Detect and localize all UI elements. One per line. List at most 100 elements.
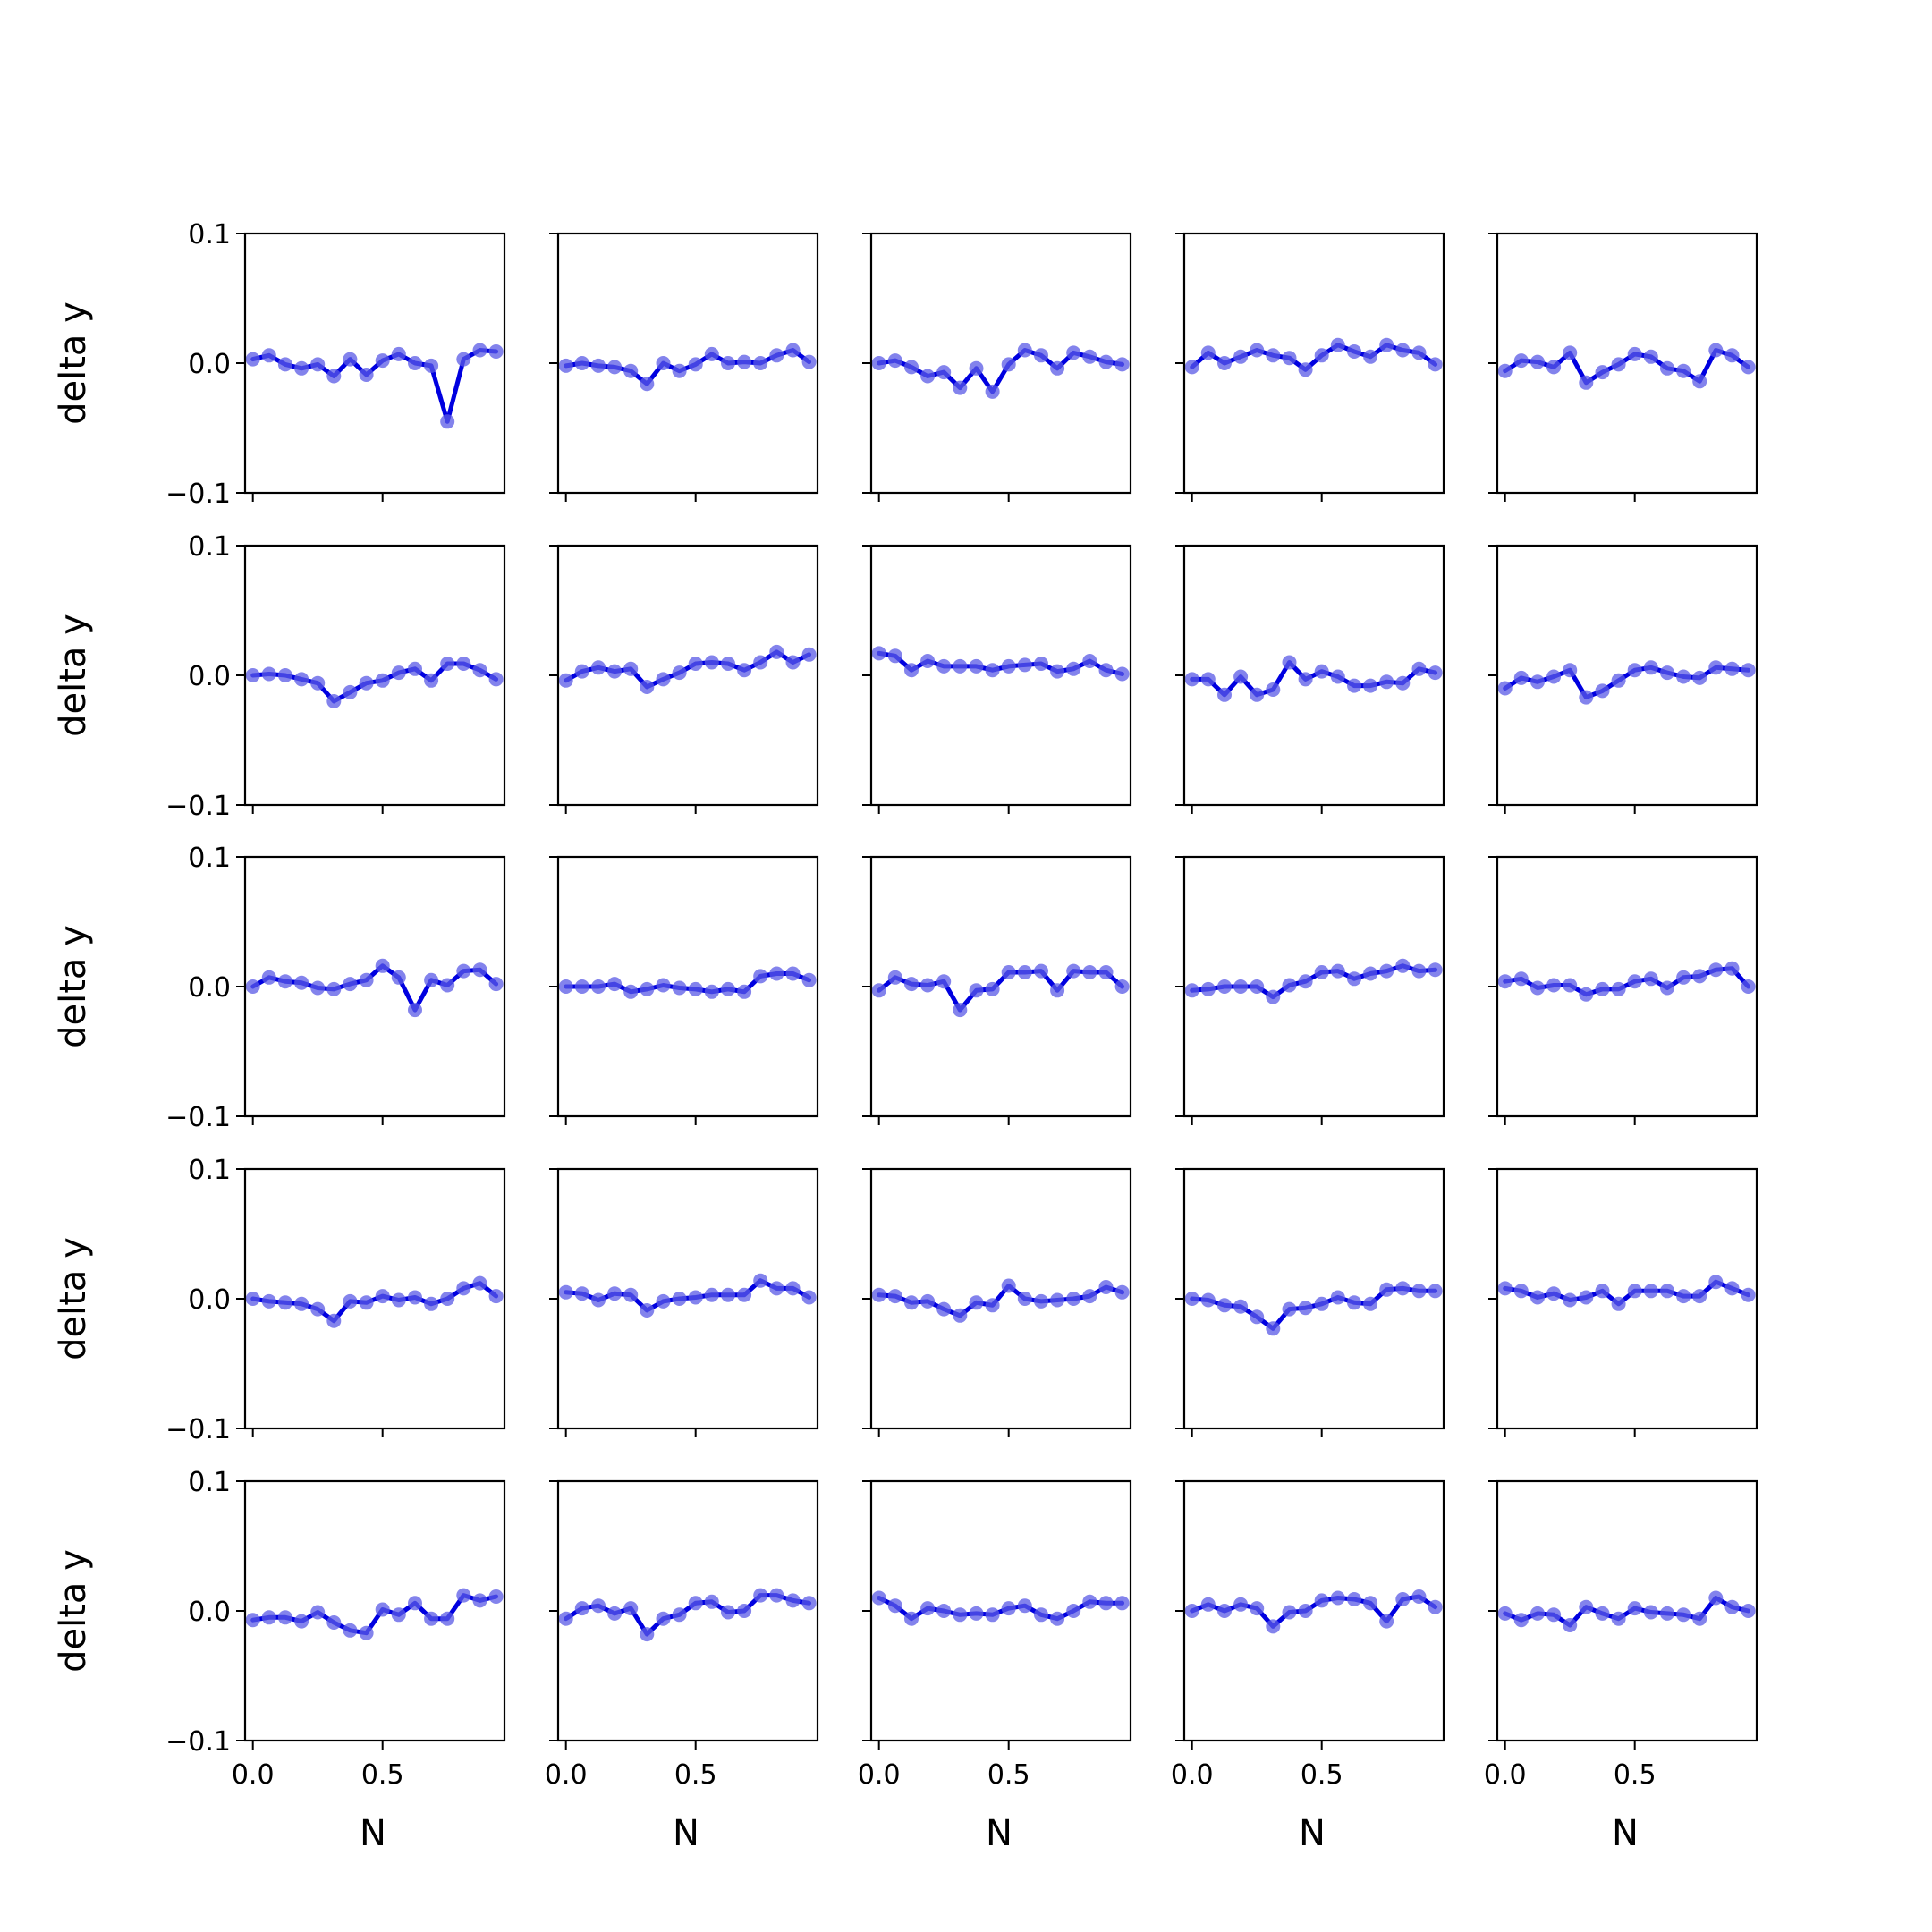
data-point <box>953 1308 968 1323</box>
data-point <box>1379 963 1394 979</box>
subplot-r5-c4: 0.0 0.5 N <box>1171 1479 1445 1854</box>
data-point <box>1611 673 1626 688</box>
data-point <box>1017 1598 1032 1614</box>
data-point <box>1724 1599 1740 1614</box>
data-point <box>672 980 687 996</box>
data-point <box>769 1281 784 1296</box>
data-point <box>688 357 703 372</box>
subplot-r2-c5 <box>1488 544 1758 814</box>
data-point <box>1233 1299 1249 1314</box>
data-point <box>688 1596 703 1611</box>
data-point <box>1395 1592 1411 1606</box>
y-axis-label: delta y <box>53 925 94 1048</box>
data-point <box>1595 683 1610 699</box>
y-tick-label: 0.0 <box>188 1284 231 1316</box>
data-point <box>558 358 573 373</box>
x-tick-label: 0.0 <box>232 1759 275 1791</box>
y-tick-label: 0.0 <box>188 349 231 380</box>
data-point <box>623 363 639 378</box>
data-point <box>1314 965 1329 979</box>
data-point <box>1330 669 1345 684</box>
data-point <box>1395 958 1411 973</box>
data-point <box>985 1298 1000 1313</box>
data-point <box>704 655 719 670</box>
data-point <box>424 1296 439 1311</box>
data-point <box>704 1594 719 1609</box>
data-point <box>1411 1284 1427 1299</box>
data-point <box>801 647 817 662</box>
series-line <box>250 1281 499 1324</box>
data-point <box>1363 966 1378 981</box>
data-point <box>326 694 342 708</box>
data-point <box>1428 962 1443 978</box>
data-point <box>391 665 406 681</box>
data-point <box>375 1289 390 1304</box>
data-point <box>1001 1601 1016 1616</box>
series-line <box>1503 966 1751 997</box>
data-point <box>721 356 735 370</box>
data-point <box>1692 969 1707 984</box>
data-point <box>985 663 1000 678</box>
data-point <box>1579 987 1594 1002</box>
data-point <box>310 980 326 996</box>
data-point <box>1298 1301 1313 1316</box>
data-point <box>920 1601 936 1616</box>
data-point <box>375 673 390 688</box>
data-point <box>1184 360 1199 375</box>
data-point <box>1098 1596 1114 1611</box>
data-point <box>887 353 902 369</box>
y-tick-label: −0.1 <box>165 1414 231 1445</box>
data-point <box>1200 672 1216 687</box>
data-point <box>472 962 487 978</box>
data-point <box>424 358 439 373</box>
data-point <box>574 664 589 679</box>
y-tick-label: −0.1 <box>165 479 231 510</box>
data-point <box>1330 963 1345 979</box>
x-tick-label: 0.0 <box>1484 1759 1527 1791</box>
data-point <box>769 966 784 981</box>
series-line <box>877 1284 1125 1318</box>
data-point <box>904 663 919 678</box>
data-point <box>245 1292 260 1306</box>
data-point <box>1660 665 1674 681</box>
data-point <box>1017 343 1032 358</box>
series-line <box>877 650 1125 676</box>
data-point <box>769 644 784 659</box>
data-point <box>1563 1292 1578 1308</box>
data-point <box>1546 360 1562 375</box>
x-axis-label: N <box>673 1813 699 1854</box>
data-point <box>704 346 719 361</box>
series-line <box>1190 660 1438 698</box>
data-point <box>1379 674 1394 690</box>
y-axis-label: delta y <box>53 1549 94 1673</box>
data-point <box>1692 1289 1707 1304</box>
data-point <box>472 343 487 358</box>
data-point <box>1066 661 1081 676</box>
data-point <box>1563 663 1578 678</box>
data-point <box>1724 961 1740 976</box>
data-point <box>1363 349 1378 364</box>
series-line <box>1503 1596 1751 1628</box>
data-point <box>391 1292 406 1308</box>
data-point <box>591 1598 606 1614</box>
series-line <box>250 661 499 704</box>
data-point <box>1497 1281 1513 1296</box>
data-point <box>277 1610 292 1625</box>
data-point <box>375 958 390 973</box>
data-point <box>753 655 768 670</box>
data-point <box>294 1296 309 1311</box>
data-point <box>1314 1296 1329 1311</box>
data-point <box>1034 963 1048 979</box>
data-point <box>801 354 817 369</box>
data-point <box>1379 1614 1394 1629</box>
data-point <box>488 672 504 687</box>
x-axis-label: N <box>360 1813 386 1854</box>
data-point <box>1200 1597 1216 1612</box>
data-point <box>985 981 1000 996</box>
data-point <box>1250 979 1265 994</box>
data-point <box>326 1615 342 1630</box>
data-point <box>294 360 309 376</box>
data-point <box>1082 349 1097 364</box>
series-line <box>250 348 499 424</box>
data-point <box>375 1602 390 1617</box>
